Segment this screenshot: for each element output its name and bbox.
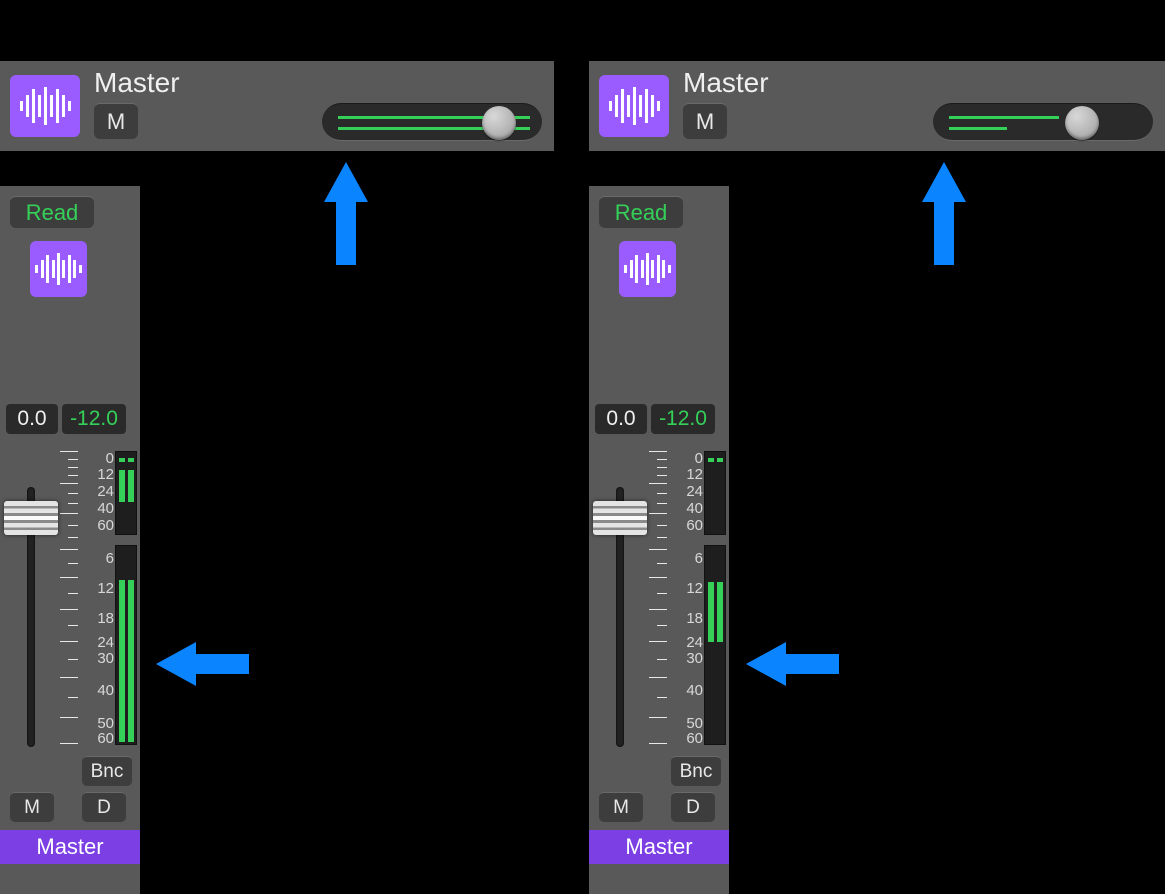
meter-output-left (119, 580, 125, 742)
fader-cap[interactable] (4, 501, 58, 535)
left-master-track-header: Master M (0, 61, 554, 151)
fader-section: 0 12 24 40 60 6 12 18 24 30 40 50 60 (0, 451, 140, 746)
fader-cap[interactable] (593, 501, 647, 535)
meter-peak-right (717, 458, 723, 462)
meter-output-right (717, 582, 723, 642)
peak-db-value[interactable]: -12.0 (651, 404, 715, 434)
level-meter: 0 12 24 40 60 6 12 18 24 30 40 50 60 (669, 451, 729, 745)
bounce-button[interactable]: Bnc (82, 756, 132, 786)
output-meter-box (115, 545, 137, 745)
level-db-value[interactable]: 0.0 (595, 404, 647, 434)
automation-mode-button[interactable]: Read (599, 196, 683, 228)
meter-output-left (708, 582, 714, 642)
callout-arrow-up-icon (324, 162, 368, 202)
slider-knob[interactable] (1065, 106, 1099, 140)
volume-fader[interactable] (4, 487, 58, 747)
meter-output-right (128, 580, 134, 742)
volume-fader[interactable] (593, 487, 647, 747)
master-volume-slider[interactable] (933, 103, 1153, 141)
output-meter-box (704, 545, 726, 745)
dim-button[interactable]: D (82, 792, 126, 822)
waveform-icon (10, 75, 80, 137)
fader-scale-ticks (649, 451, 667, 745)
peak-db-value[interactable]: -12.0 (62, 404, 126, 434)
mute-button[interactable]: M (599, 792, 643, 822)
mute-button[interactable]: M (683, 103, 727, 139)
bounce-button[interactable]: Bnc (671, 756, 721, 786)
master-volume-slider[interactable] (322, 103, 542, 141)
callout-arrow-left-icon (746, 642, 786, 686)
callout-arrow-up-icon (922, 162, 966, 202)
slider-meter-bars (949, 116, 1059, 130)
track-title: Master (683, 67, 769, 99)
level-db-value[interactable]: 0.0 (6, 404, 58, 434)
waveform-icon (619, 241, 676, 297)
level-meter: 0 12 24 40 60 6 12 18 24 30 40 50 60 (80, 451, 140, 745)
callout-arrow-left-icon (156, 642, 196, 686)
right-master-channel-strip: Read 0.0 -12.0 (589, 186, 729, 894)
dim-button[interactable]: D (671, 792, 715, 822)
mute-button[interactable]: M (10, 792, 54, 822)
reduction-meter-box (704, 451, 726, 535)
automation-mode-button[interactable]: Read (10, 196, 94, 228)
mute-button[interactable]: M (94, 103, 138, 139)
track-title: Master (94, 67, 180, 99)
meter-signal-right (128, 470, 134, 502)
slider-knob[interactable] (482, 106, 516, 140)
left-master-channel-strip: Read 0.0 -12.0 (0, 186, 140, 894)
meter-peak-right (128, 458, 134, 462)
meter-peak-left (708, 458, 714, 462)
fader-section: 0 12 24 40 60 6 12 18 24 30 40 50 60 (589, 451, 729, 746)
waveform-icon (599, 75, 669, 137)
right-master-track-header: Master M (589, 61, 1165, 151)
meter-signal-left (119, 470, 125, 502)
channel-name-label[interactable]: Master (0, 830, 140, 864)
channel-name-label[interactable]: Master (589, 830, 729, 864)
reduction-meter-box (115, 451, 137, 535)
fader-scale-ticks (60, 451, 78, 745)
waveform-icon (30, 241, 87, 297)
meter-peak-left (119, 458, 125, 462)
